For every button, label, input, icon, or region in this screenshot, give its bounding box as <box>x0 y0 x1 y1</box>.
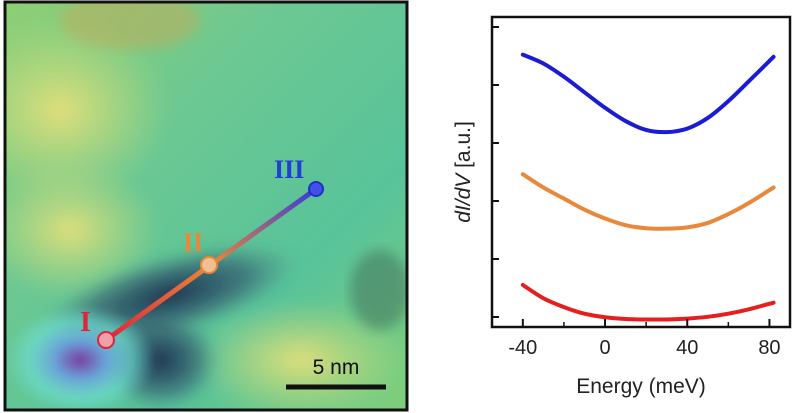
x-axis-title: Energy (meV) <box>576 375 706 398</box>
x-tick-label: -40 <box>508 337 537 359</box>
stm-image <box>5 2 407 410</box>
scale-bar-label: 5 nm <box>313 356 360 379</box>
x-tick-label: 0 <box>599 337 610 359</box>
y-axis-title-italic: dI/dV <box>452 172 475 223</box>
point-i-label: I <box>80 307 91 338</box>
plot-frame <box>490 15 792 329</box>
series-line-1 <box>520 52 776 135</box>
x-tick-label: 80 <box>758 337 780 359</box>
stm-image-frame <box>3 0 409 412</box>
stm-yellow-region-left <box>5 160 160 300</box>
stm-yellow-region-top-right <box>60 2 200 50</box>
stm-yellow-region-top <box>5 15 170 205</box>
point-iii-marker <box>308 181 324 197</box>
point-ii-marker <box>200 256 218 274</box>
y-axis-title: dI/dV [a.u.] <box>452 121 475 223</box>
spectra-chart: -40 0 40 80 Energy (meV) dI/dV [a.u.] <box>452 15 792 398</box>
series-line-3 <box>520 282 776 322</box>
point-i-marker <box>97 331 115 349</box>
y-axis-title-unit: [a.u.] <box>452 121 475 174</box>
x-tick-label: 40 <box>676 337 698 359</box>
point-iii-label: III <box>274 155 304 184</box>
stm-yellow-region-bottom <box>190 300 407 410</box>
point-ii-label: II <box>183 228 203 257</box>
stm-right-dark <box>350 250 407 330</box>
series-line-2 <box>520 172 776 231</box>
